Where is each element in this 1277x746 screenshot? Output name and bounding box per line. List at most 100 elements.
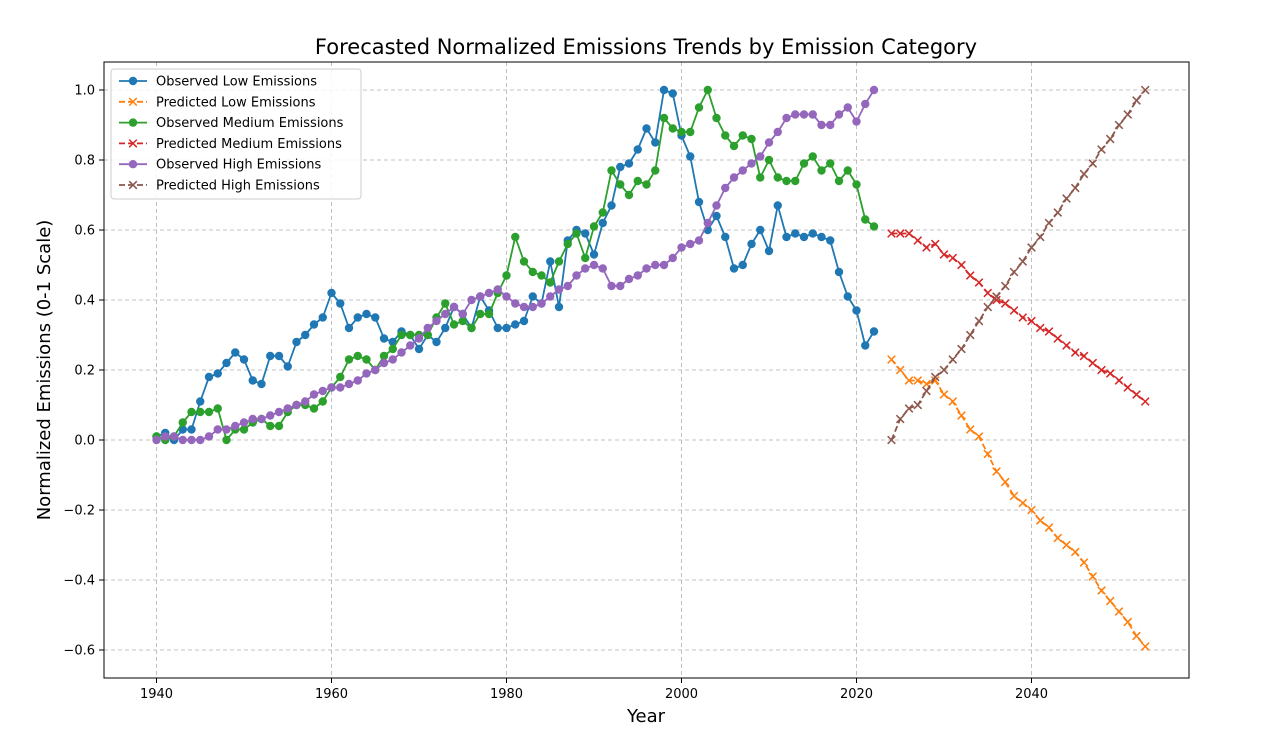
data-point <box>895 414 905 424</box>
data-point <box>703 85 712 95</box>
data-point <box>528 302 537 312</box>
data-point <box>913 376 923 385</box>
data-point <box>852 117 861 126</box>
data-point <box>939 250 949 259</box>
data-point <box>1070 547 1080 557</box>
data-point <box>1053 533 1063 543</box>
data-point <box>616 162 625 172</box>
data-point <box>712 201 721 210</box>
data-point <box>458 316 467 326</box>
legend-item: Predicted Low Emissions <box>119 95 316 110</box>
data-point <box>292 400 301 410</box>
data-point <box>449 302 459 312</box>
data-point <box>1114 120 1124 130</box>
data-point <box>764 138 774 147</box>
data-point <box>1053 334 1063 343</box>
data-point <box>204 407 214 417</box>
data-point <box>239 355 249 364</box>
data-point <box>519 257 529 266</box>
x-tick-label: 1960 <box>315 687 348 702</box>
data-point <box>834 267 844 277</box>
data-point <box>484 309 494 319</box>
data-point <box>799 159 809 168</box>
data-point <box>598 218 607 228</box>
data-point <box>309 404 319 413</box>
data-point <box>668 89 677 98</box>
data-point <box>493 323 502 333</box>
data-point <box>1140 85 1150 95</box>
data-point <box>1097 586 1106 595</box>
data-point <box>965 330 975 340</box>
data-point <box>222 435 231 445</box>
data-point <box>965 425 975 434</box>
data-point <box>178 435 187 445</box>
data-point <box>344 355 354 364</box>
data-point <box>930 239 940 249</box>
data-point <box>572 229 581 238</box>
data-point <box>161 432 170 441</box>
y-tick-label: 1.0 <box>74 84 95 99</box>
data-point <box>756 225 765 235</box>
data-point <box>502 292 511 301</box>
y-tick-label: −0.6 <box>63 644 95 659</box>
data-point <box>449 320 459 329</box>
data-point <box>353 313 362 322</box>
data-point <box>782 113 791 123</box>
data-point <box>1018 257 1028 266</box>
data-point <box>1035 516 1045 525</box>
data-point <box>196 407 205 417</box>
data-point <box>152 435 161 445</box>
data-point <box>388 344 397 354</box>
data-point <box>922 386 931 396</box>
data-point <box>371 313 380 322</box>
legend-label: Observed Medium Emissions <box>156 116 344 131</box>
data-point <box>432 316 441 326</box>
data-point <box>791 229 800 238</box>
legend-label: Predicted High Emissions <box>156 179 320 194</box>
data-point <box>371 365 380 375</box>
data-point <box>292 337 301 347</box>
series-4 <box>152 85 879 445</box>
series-3 <box>887 229 1150 406</box>
data-point <box>519 302 529 312</box>
data-point <box>817 120 826 130</box>
data-point <box>318 397 327 406</box>
data-point <box>913 400 923 410</box>
data-point <box>441 299 450 308</box>
data-point <box>467 295 476 305</box>
legend-item: Observed High Emissions <box>119 158 322 173</box>
data-point <box>362 355 371 364</box>
legend-marker <box>128 139 138 148</box>
data-point <box>651 166 660 175</box>
data-point <box>1044 327 1054 336</box>
data-point <box>895 365 905 375</box>
data-point <box>642 264 651 273</box>
data-point <box>747 159 756 168</box>
data-point <box>537 271 546 280</box>
data-point <box>843 103 852 112</box>
data-point <box>764 246 774 256</box>
data-point <box>1132 96 1141 105</box>
data-point <box>1018 498 1028 508</box>
data-point <box>659 85 669 95</box>
data-point <box>659 260 669 270</box>
data-point <box>248 376 257 385</box>
x-tick-label: 2000 <box>665 687 698 702</box>
data-point <box>388 355 397 364</box>
data-point <box>826 159 835 168</box>
data-point <box>554 257 564 266</box>
data-point <box>616 281 625 291</box>
data-point <box>686 239 695 249</box>
data-point <box>336 299 345 308</box>
data-point <box>1044 523 1054 532</box>
data-point <box>598 264 607 273</box>
legend-label: Predicted Medium Emissions <box>156 137 342 152</box>
data-point <box>1070 348 1080 357</box>
data-point <box>458 309 467 319</box>
data-point <box>511 320 520 329</box>
data-point <box>1132 631 1141 641</box>
data-point <box>196 435 205 445</box>
data-point <box>414 334 424 343</box>
data-point <box>511 232 520 242</box>
